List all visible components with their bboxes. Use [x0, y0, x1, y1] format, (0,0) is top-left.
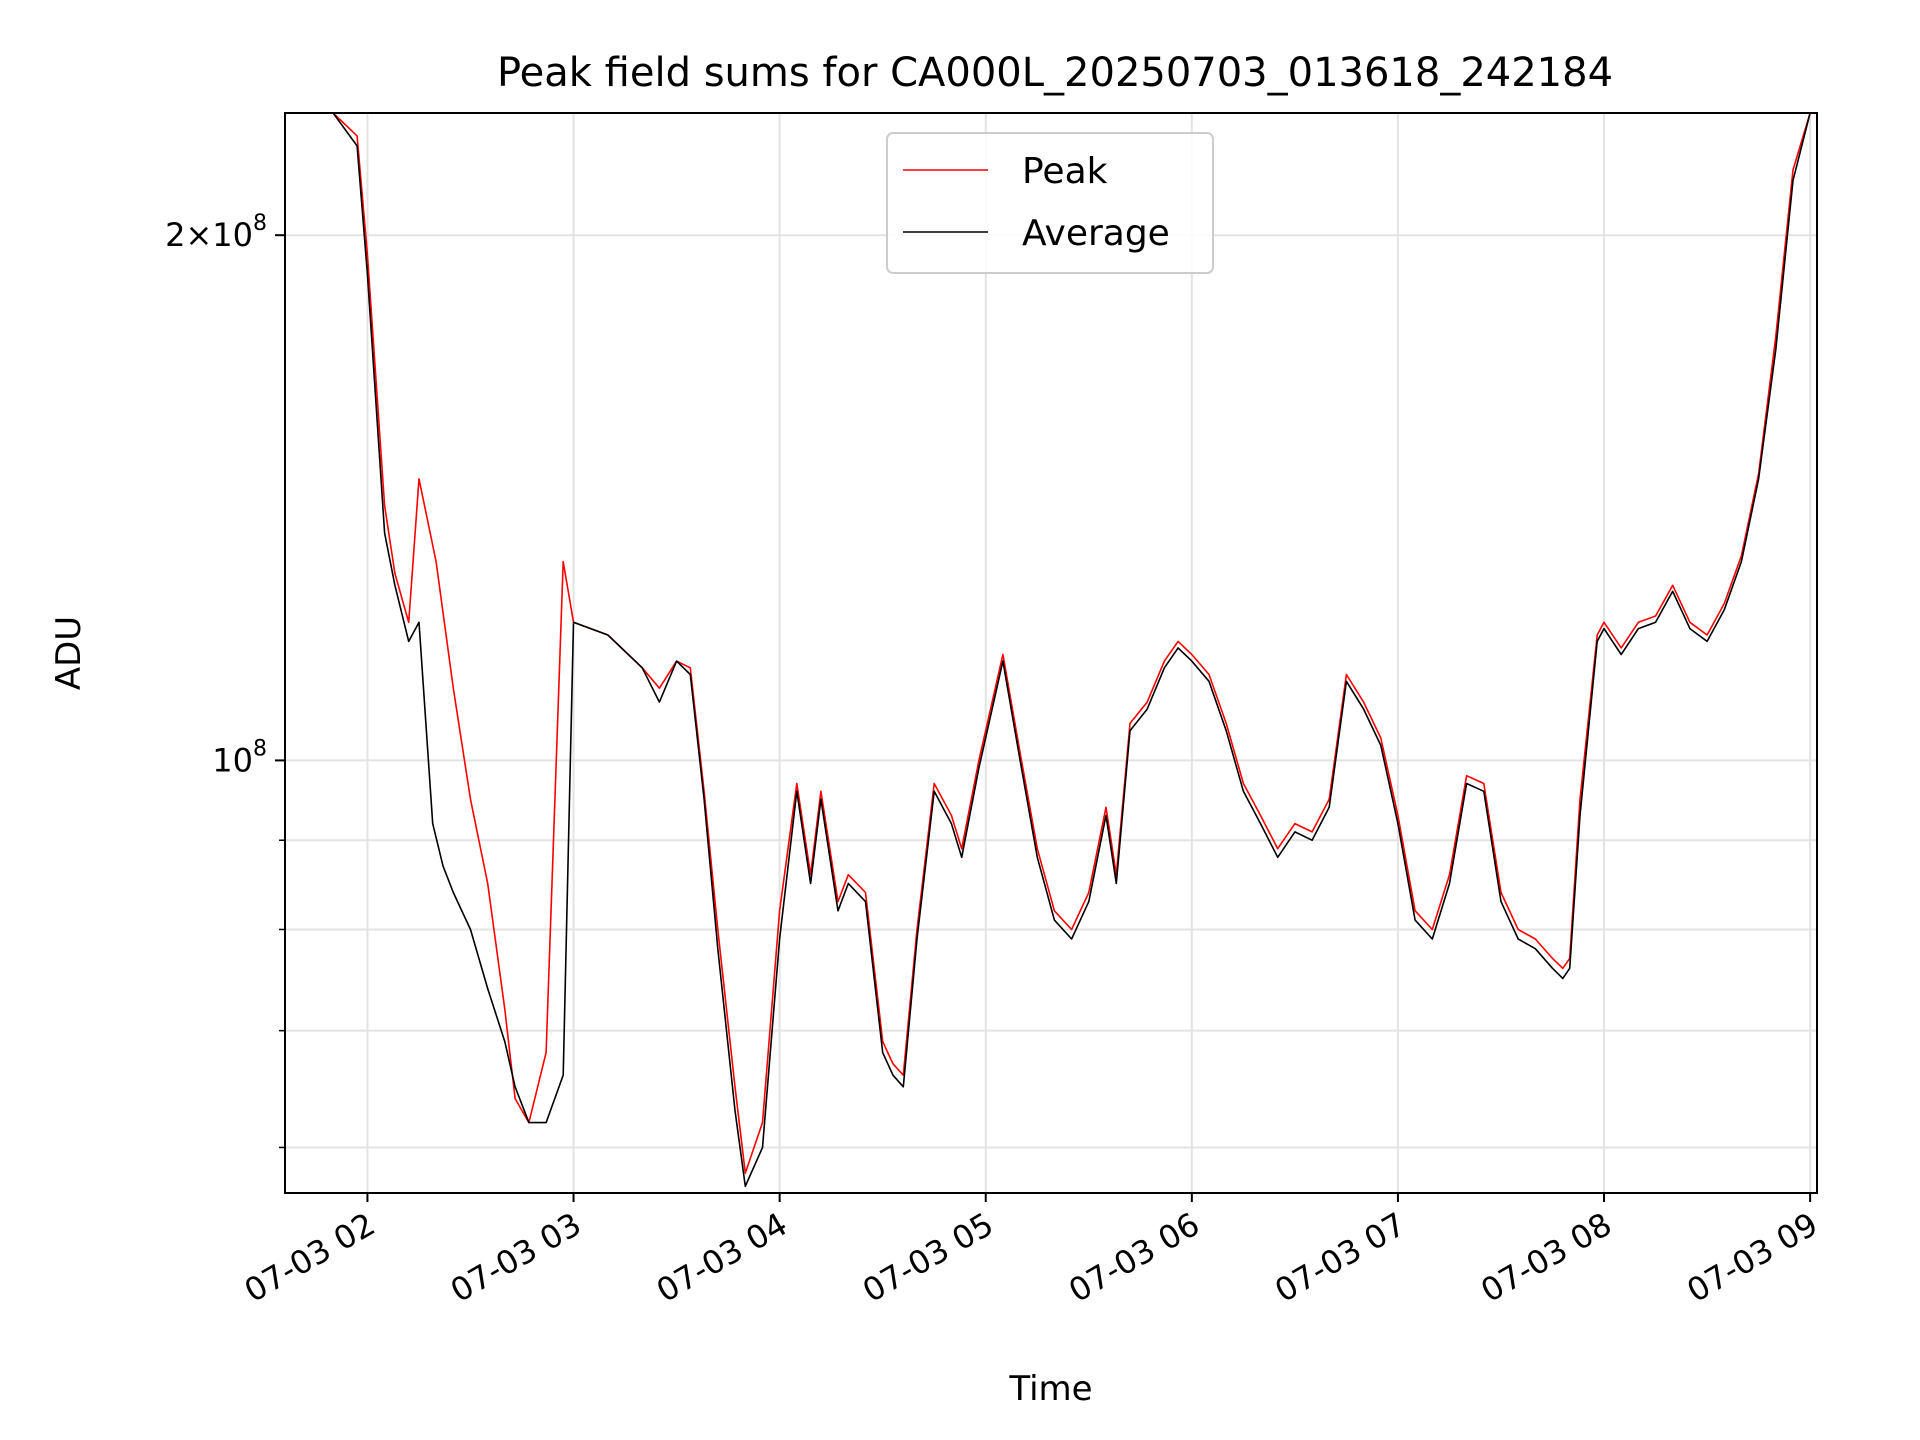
- legend: Peak Average: [886, 132, 1214, 274]
- series-line-peak: [285, 113, 1817, 1174]
- legend-label-peak: Peak: [1022, 151, 1108, 192]
- series-layer: [285, 113, 1817, 1188]
- x-axis-label: Time: [1008, 1369, 1092, 1409]
- legend-label-average: Average: [1022, 213, 1170, 254]
- y-axis-label: ADU: [49, 616, 89, 690]
- y-tick-base: 10: [212, 741, 253, 779]
- grid: [285, 113, 1817, 1193]
- y-tick-exponent: 8: [253, 211, 267, 236]
- y-tick-exponent: 8: [253, 736, 267, 761]
- y-tick-base: 2×10: [165, 216, 253, 254]
- chart-title: Peak field sums for CA000L_20250703_0136…: [497, 50, 1613, 96]
- y-tick-label: 2×108: [165, 211, 267, 254]
- series-line-average: [285, 113, 1817, 1188]
- legend-box: [886, 132, 1214, 274]
- y-tick-label: 108: [212, 736, 267, 779]
- plot-frame: [284, 112, 1818, 1194]
